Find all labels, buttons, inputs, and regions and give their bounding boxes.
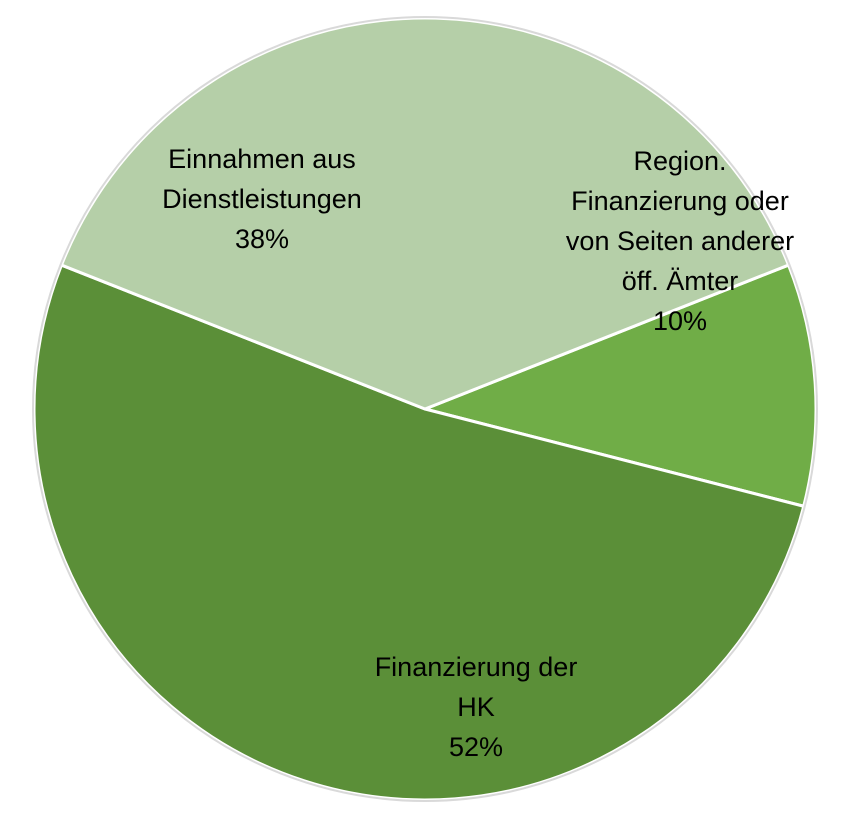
slice-label-line: von Seiten anderer [566, 226, 794, 256]
slice-label-line: HK [457, 692, 495, 722]
slice-label-line: Region. [633, 146, 726, 176]
slice-label-line: Finanzierung oder [571, 186, 789, 216]
slice-label-line: Finanzierung der [375, 652, 578, 682]
slice-label-3: Einnahmen aus Dienstleistungen 38% [162, 144, 362, 254]
slice-label-line: Einnahmen aus [168, 144, 356, 174]
pie-outline [32, 16, 818, 802]
pie-slice-2 [32, 263, 806, 802]
slice-percent-label: 10% [653, 306, 707, 336]
pie-labels: Region. Finanzierung oder von Seiten ander… [162, 144, 794, 762]
slice-percent-label: 38% [235, 224, 289, 254]
slice-label-line: Dienstleistungen [162, 184, 362, 214]
pie-slices [32, 16, 818, 802]
pie-slice-3 [59, 16, 791, 411]
slice-label-2: Finanzierung der HK 52% [375, 652, 578, 762]
pie-slice-1 [423, 263, 818, 508]
slice-percent-label: 52% [449, 732, 503, 762]
slice-label-1: Region. Finanzierung oder von Seiten ander… [566, 146, 794, 336]
slice-label-line: öff. Ämter [622, 266, 739, 296]
